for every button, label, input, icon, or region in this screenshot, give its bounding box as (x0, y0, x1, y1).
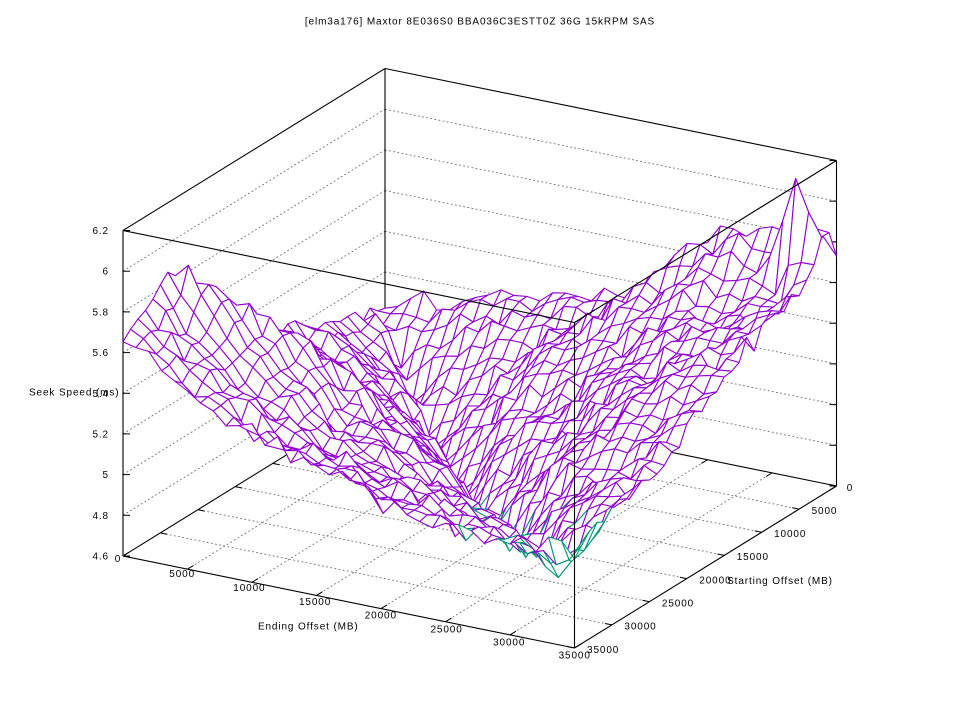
svg-text:5.6: 5.6 (92, 348, 109, 359)
svg-text:30000: 30000 (493, 638, 525, 649)
svg-text:5.2: 5.2 (92, 429, 109, 440)
svg-text:Seek Speed (ms): Seek Speed (ms) (29, 387, 119, 398)
svg-text:35000: 35000 (559, 651, 591, 662)
svg-text:25000: 25000 (662, 599, 694, 610)
svg-text:10000: 10000 (774, 529, 806, 540)
svg-text:6.2: 6.2 (92, 226, 109, 237)
svg-text:[elm3a176] Maxtor 8E036S0 BBA0: [elm3a176] Maxtor 8E036S0 BBA036C3ESTT0Z… (305, 17, 655, 28)
svg-text:5.4: 5.4 (92, 389, 109, 400)
svg-text:Starting Offset (MB): Starting Offset (MB) (727, 576, 833, 587)
svg-text:4.8: 4.8 (92, 511, 109, 522)
svg-text:6: 6 (103, 267, 109, 278)
svg-text:4.6: 4.6 (92, 552, 109, 563)
svg-text:5000: 5000 (812, 506, 838, 517)
svg-text:5: 5 (103, 470, 109, 481)
svg-text:10000: 10000 (233, 583, 265, 594)
svg-text:5000: 5000 (169, 569, 195, 580)
svg-text:30000: 30000 (624, 622, 656, 633)
svg-text:0: 0 (115, 554, 121, 565)
svg-text:20000: 20000 (365, 611, 397, 622)
svg-text:25000: 25000 (430, 624, 462, 635)
svg-text:35000: 35000 (587, 645, 619, 656)
svg-text:0: 0 (847, 483, 853, 494)
svg-text:5.8: 5.8 (92, 307, 109, 318)
svg-text:Ending Offset (MB): Ending Offset (MB) (258, 622, 359, 633)
svg-text:20000: 20000 (699, 575, 731, 586)
svg-text:15000: 15000 (299, 597, 331, 608)
svg-text:15000: 15000 (737, 552, 769, 563)
